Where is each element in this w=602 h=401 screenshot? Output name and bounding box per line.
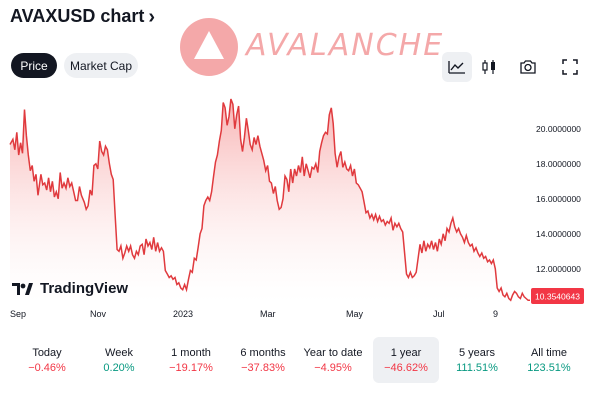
y-axis-tick-label: 18.0000000 [536, 159, 581, 169]
avalanche-logo: AVALANCHE [180, 14, 442, 80]
tradingview-logo-icon [12, 282, 33, 295]
fullscreen-button[interactable] [555, 52, 585, 82]
price-line [9, 98, 530, 302]
avalanche-wordmark: AVALANCHE [246, 28, 445, 63]
period-week[interactable]: Week 0.20% [86, 337, 152, 383]
tab-price[interactable]: Price [11, 53, 57, 78]
x-axis-tick-label: Sep [10, 309, 26, 319]
chevron-right-icon: › [148, 5, 156, 28]
period-1-year[interactable]: 1 year −46.62% [373, 337, 439, 383]
avalanche-logo-mark [180, 18, 238, 76]
candlestick-icon [482, 60, 495, 74]
snapshot-button[interactable] [513, 52, 543, 82]
x-axis-tick-label: Nov [90, 309, 107, 319]
period-change: −19.17% [169, 361, 213, 374]
period-change: −46.62% [384, 361, 428, 374]
period-label: Today [32, 346, 62, 359]
period-5-years[interactable]: 5 years 111.51% [444, 337, 510, 383]
line-chart-button[interactable] [442, 52, 472, 82]
y-axis-tick-label: 14.0000000 [536, 229, 581, 239]
period-label: 1 month [171, 346, 211, 359]
period-1-month[interactable]: 1 month −19.17% [158, 337, 224, 383]
price-chart-svg[interactable]: 20.0000000 18.0000000 16.0000000 14.0000000… [0, 88, 602, 324]
period-change: 111.51% [456, 361, 498, 374]
period-6-months[interactable]: 6 months −37.83% [230, 337, 296, 383]
last-price-label: 10.3540643 [535, 292, 580, 302]
x-axis-tick-label: Mar [260, 309, 276, 319]
period-label: Year to date [303, 346, 363, 359]
price-chart[interactable]: 20.0000000 18.0000000 16.0000000 14.0000000… [0, 88, 602, 324]
y-axis-tick-label: 12.0000000 [536, 264, 581, 274]
price-area [10, 99, 530, 302]
x-axis-tick-label: 9 [493, 309, 498, 319]
period-change: 0.20% [103, 361, 135, 374]
period-label: All time [530, 346, 568, 359]
last-price-label-bg [531, 288, 584, 304]
period-today[interactable]: Today −0.46% [14, 337, 80, 383]
x-axis-tick-label: 2023 [173, 309, 193, 319]
performance-periods: Today −0.46% Week 0.20% 1 month −19.17% 6 m… [0, 337, 602, 383]
camera-icon [520, 60, 536, 74]
tradingview-wordmark: TradingView [40, 280, 129, 297]
period-change: −37.83% [241, 361, 285, 374]
y-axis-tick-label: 20.0000000 [536, 124, 581, 134]
period-change: −0.46% [28, 361, 66, 374]
x-axis-tick-label: Jul [433, 309, 445, 319]
chart-title[interactable]: AVAXUSD chart › [10, 6, 155, 27]
period-year-to-date[interactable]: Year to date −4.95% [300, 337, 366, 383]
period-all-time[interactable]: All time 123.51% [516, 337, 582, 383]
period-label: 6 months [240, 346, 286, 359]
period-change: 123.51% [527, 361, 571, 374]
y-axis-tick-label: 16.0000000 [536, 194, 581, 204]
line-chart-icon [448, 61, 465, 74]
fullscreen-icon [562, 59, 578, 75]
period-label: Week [105, 346, 133, 359]
candlestick-button[interactable] [474, 52, 504, 82]
period-label: 5 years [458, 346, 496, 359]
tab-market-cap[interactable]: Market Cap [64, 53, 138, 78]
x-axis-tick-label: May [346, 309, 364, 319]
tradingview-watermark: TradingView [12, 280, 128, 297]
chart-title-text: AVAXUSD chart [10, 6, 145, 26]
period-change: −4.95% [314, 361, 352, 374]
period-label: 1 year [390, 346, 422, 359]
